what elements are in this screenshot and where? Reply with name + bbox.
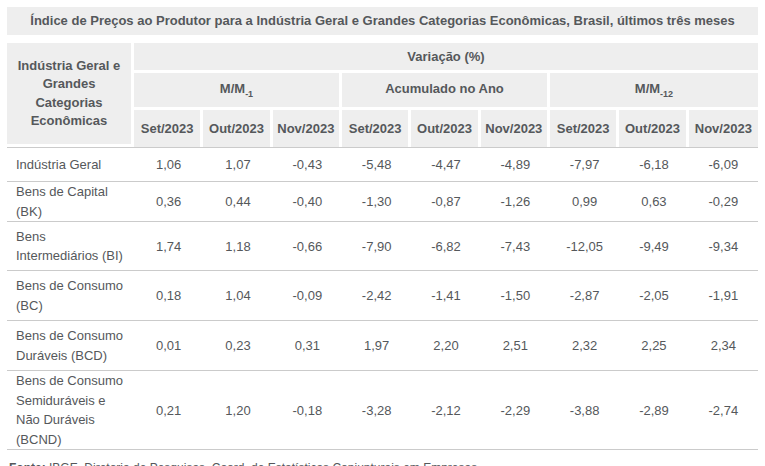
group-header-mm1: M/M-1 [134, 73, 342, 110]
value-cell: -0,29 [689, 182, 758, 222]
value-cell: 2,34 [689, 321, 758, 371]
table-row: Bens de Consumo Duráveis (BCD) 0,01 0,23… [7, 321, 758, 371]
value-cell: -0,09 [273, 271, 342, 321]
value-cell: -1,41 [411, 271, 480, 321]
value-cell: 0,44 [203, 182, 272, 222]
value-cell: -0,43 [273, 147, 342, 182]
value-cell: -4,47 [411, 147, 480, 182]
group-label: Acumulado no Ano [385, 81, 504, 96]
month-header: Set/2023 [134, 110, 203, 147]
month-header: Set/2023 [550, 110, 619, 147]
value-cell: -2,42 [342, 271, 411, 321]
value-cell: 2,32 [550, 321, 619, 371]
table-row: Bens de Capital (BK) 0,36 0,44 -0,40 -1,… [7, 182, 758, 222]
month-header: Out/2023 [411, 110, 480, 147]
value-cell: 0,01 [134, 321, 203, 371]
value-cell: -6,82 [411, 222, 480, 271]
group-label: M/M [635, 81, 660, 96]
value-cell: 2,20 [411, 321, 480, 371]
value-cell: -9,34 [689, 222, 758, 271]
value-cell: 1,18 [203, 222, 272, 271]
value-cell: -1,26 [481, 182, 550, 222]
table-row: Indústria Geral 1,06 1,07 -0,43 -5,48 -4… [7, 147, 758, 182]
value-cell: -6,18 [619, 147, 688, 182]
variation-header: Variação (%) [134, 43, 758, 73]
value-cell: 0,36 [134, 182, 203, 222]
row-label: Bens de Consumo (BC) [7, 271, 134, 321]
value-cell: 2,51 [481, 321, 550, 371]
month-header: Nov/2023 [689, 110, 758, 147]
value-cell: 0,21 [134, 371, 203, 450]
value-cell: -2,87 [550, 271, 619, 321]
source-note: Fonte: IBGE, Diretoria de Pesquisas, Coo… [7, 450, 758, 466]
value-cell: 0,18 [134, 271, 203, 321]
value-cell: -7,90 [342, 222, 411, 271]
value-cell: 0,63 [619, 182, 688, 222]
row-label: Bens de Consumo Duráveis (BCD) [7, 321, 134, 371]
table-title: Índice de Preços ao Produtor para a Indú… [7, 7, 758, 35]
group-subscript: -1 [245, 89, 253, 99]
table-row: Bens Intermediários (BI) 1,74 1,18 -0,66… [7, 222, 758, 271]
value-cell: -5,48 [342, 147, 411, 182]
value-cell: -2,12 [411, 371, 480, 450]
row-label: Indústria Geral [7, 147, 134, 182]
source-text: IBGE, Diretoria de Pesquisas, Coord. de … [46, 461, 478, 466]
group-header-mm12: M/M-12 [550, 73, 758, 110]
value-cell: -7,97 [550, 147, 619, 182]
value-cell: -2,89 [619, 371, 688, 450]
source-label: Fonte: [9, 461, 46, 466]
row-label: Bens Intermediários (BI) [7, 222, 134, 271]
value-cell: -1,30 [342, 182, 411, 222]
value-cell: -2,05 [619, 271, 688, 321]
value-cell: -1,91 [689, 271, 758, 321]
row-label: Bens de Consumo Semiduráveis e Não Duráv… [7, 371, 134, 450]
ppi-table-page: Índice de Preços ao Produtor para a Indú… [0, 0, 765, 466]
value-cell: 1,74 [134, 222, 203, 271]
row-label: Bens de Capital (BK) [7, 182, 134, 222]
value-cell: -9,49 [619, 222, 688, 271]
month-header: Nov/2023 [481, 110, 550, 147]
ppi-data-table: Indústria Geral e Grandes Categorias Eco… [7, 43, 758, 450]
month-header: Out/2023 [203, 110, 272, 147]
value-cell: -6,09 [689, 147, 758, 182]
value-cell: -4,89 [481, 147, 550, 182]
value-cell: 0,31 [273, 321, 342, 371]
month-header: Set/2023 [342, 110, 411, 147]
month-header: Nov/2023 [273, 110, 342, 147]
corner-header: Indústria Geral e Grandes Categorias Eco… [7, 43, 134, 147]
group-label: M/M [220, 81, 245, 96]
table-row: Bens de Consumo (BC) 0,18 1,04 -0,09 -2,… [7, 271, 758, 321]
value-cell: -0,66 [273, 222, 342, 271]
group-header-acumulado: Acumulado no Ano [342, 73, 550, 110]
value-cell: 1,04 [203, 271, 272, 321]
value-cell: -2,74 [689, 371, 758, 450]
value-cell: 1,97 [342, 321, 411, 371]
value-cell: -12,05 [550, 222, 619, 271]
month-header: Out/2023 [619, 110, 688, 147]
value-cell: 1,20 [203, 371, 272, 450]
group-subscript: -12 [660, 89, 673, 99]
value-cell: -7,43 [481, 222, 550, 271]
value-cell: 1,06 [134, 147, 203, 182]
value-cell: -3,88 [550, 371, 619, 450]
value-cell: 1,07 [203, 147, 272, 182]
value-cell: -2,29 [481, 371, 550, 450]
value-cell: 0,99 [550, 182, 619, 222]
value-cell: -0,87 [411, 182, 480, 222]
value-cell: -1,50 [481, 271, 550, 321]
table-row: Bens de Consumo Semiduráveis e Não Duráv… [7, 371, 758, 450]
value-cell: 2,25 [619, 321, 688, 371]
value-cell: -3,28 [342, 371, 411, 450]
value-cell: -0,18 [273, 371, 342, 450]
value-cell: -0,40 [273, 182, 342, 222]
value-cell: 0,23 [203, 321, 272, 371]
